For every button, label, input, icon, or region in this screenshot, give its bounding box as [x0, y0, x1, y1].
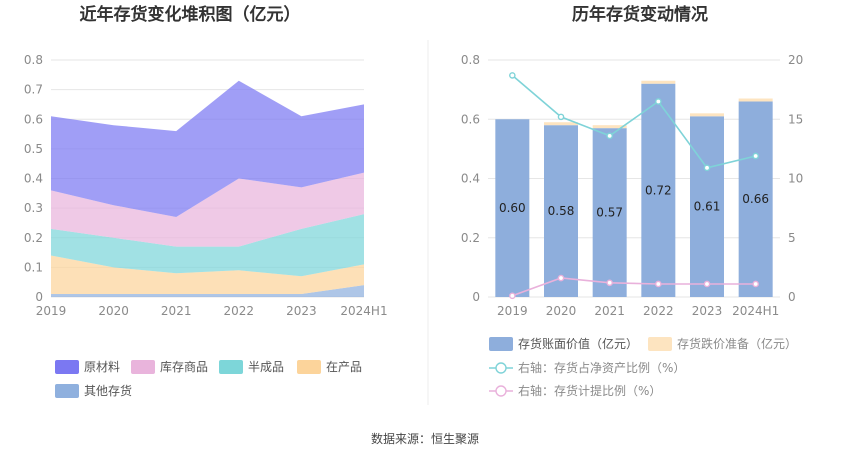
right-chart-title: 历年存货变动情况: [572, 4, 708, 25]
legend-label-库存商品: 库存商品: [160, 359, 208, 374]
left-x-tick-label: 2022: [224, 304, 255, 318]
bar-value-label: 0.66: [742, 192, 769, 206]
bar-book-value: [690, 116, 724, 297]
legend-label-provision: 存货跌价准备（亿元）: [677, 336, 797, 351]
left-x-tick-label: 2020: [98, 304, 129, 318]
area-其他存货: [51, 285, 364, 297]
right-y-tick-label: 0.8: [461, 53, 480, 67]
bar-book-value: [495, 119, 530, 297]
area-半成品: [51, 214, 364, 277]
right-y2-tick-label: 5: [788, 231, 796, 245]
bar-book-value: [592, 128, 627, 297]
legend-swatch-在产品: [297, 360, 321, 374]
provision-rate-point: [703, 280, 711, 288]
legend-label-半成品: 半成品: [248, 360, 284, 374]
ratio-point: [752, 152, 759, 160]
ratio-point: [509, 72, 516, 79]
left-area-chart: 0 0.1 0.2 0.3 0.4 0.5 0.6 0.7 0.8 2019 2020 2021 202…: [24, 53, 388, 398]
left-y-tick-label: 0.3: [24, 201, 43, 215]
ratio-point: [703, 164, 711, 172]
bar-value-label: 0.61: [694, 200, 721, 214]
data-source-note: 数据来源：恒生聚源: [371, 431, 479, 446]
legend-marker-ratio: [495, 362, 507, 374]
right-x-tick-label: 2024H1: [732, 304, 779, 318]
right-y-tick-label: 0.2: [461, 231, 480, 245]
legend-label-在产品: 在产品: [326, 360, 362, 374]
bar-provision: [690, 113, 724, 117]
area-在产品: [51, 255, 364, 294]
bar-provision: [592, 125, 627, 129]
left-y-tick-label: 0: [35, 290, 43, 304]
right-x-tick-label: 2022: [643, 304, 674, 318]
area-库存商品: [51, 172, 364, 247]
legend-marker-provision-rate: [495, 385, 507, 397]
bar-book-value: [641, 83, 676, 297]
right-y2-tick-label: 20: [788, 53, 803, 67]
legend-label-其他存货: 其他存货: [84, 383, 132, 398]
legend-swatch-book: [489, 337, 513, 351]
legend-label-原材料: 原材料: [84, 360, 120, 374]
left-x-tick-label: 2021: [161, 304, 192, 318]
provision-rate-point: [655, 280, 662, 288]
left-chart-title: 近年存货变化堆积图（亿元）: [80, 4, 301, 25]
right-x-tick-label: 2021: [594, 304, 625, 318]
legend-label-provision-rate: 右轴：存货计提比例（%）: [518, 383, 661, 398]
bar-value-label: 0.72: [645, 183, 672, 197]
legend-swatch-库存商品: [131, 360, 155, 374]
bar-provision: [544, 122, 578, 126]
bar-book-value: [738, 101, 773, 297]
right-x-tick-label: 2020: [546, 304, 577, 318]
left-y-tick-label: 0.8: [24, 53, 43, 67]
right-x-tick-label: 2019: [497, 304, 528, 318]
legend-swatch-原材料: [55, 360, 79, 374]
right-y2-tick-label: 10: [788, 172, 803, 186]
left-x-tick-label: 2019: [36, 304, 67, 318]
ratio-point: [557, 113, 565, 121]
left-x-tick-label: 2024H1: [340, 304, 387, 318]
area-原材料: [51, 80, 364, 217]
provision-rate-point: [509, 292, 516, 300]
provision-rate-line: [512, 277, 756, 297]
legend-label-ratio: 右轴：存货占净资产比例（%）: [518, 360, 685, 375]
ratio-point: [655, 98, 662, 105]
bar-book-value: [544, 125, 578, 297]
left-y-tick-label: 0.6: [24, 112, 43, 126]
left-y-tick-label: 0.4: [24, 172, 43, 186]
legend-swatch-其他存货: [55, 384, 79, 398]
bar-value-label: 0.57: [596, 206, 623, 220]
left-y-tick-label: 0.1: [24, 260, 43, 274]
right-y-tick-label: 0: [472, 290, 480, 304]
bar-provision: [738, 98, 773, 102]
right-y2-tick-label: 15: [788, 112, 803, 126]
provision-rate-point: [606, 279, 613, 287]
legend-swatch-半成品: [219, 360, 243, 374]
provision-rate-point: [752, 280, 759, 288]
bar-provision: [641, 80, 676, 84]
right-y2-tick-label: 0: [788, 290, 796, 304]
left-y-tick-label: 0.2: [24, 231, 43, 245]
bar-value-label: 0.60: [499, 201, 526, 215]
ratio-line: [511, 74, 756, 169]
legend-label-book: 存货账面价值（亿元）: [518, 336, 638, 351]
right-y-tick-label: 0.6: [461, 112, 480, 126]
bar-value-label: 0.58: [548, 204, 575, 218]
left-y-tick-label: 0.5: [24, 142, 43, 156]
left-x-tick-label: 2023: [286, 304, 317, 318]
right-bar-line-chart: 0 0.2 0.4 0.6 0.8 0 5 10 15 20 2019 2020 2021 2022 202…: [461, 53, 803, 398]
left-y-tick-label: 0.7: [24, 83, 43, 97]
ratio-point: [606, 132, 613, 140]
legend-swatch-provision: [648, 337, 672, 351]
provision-rate-point: [557, 274, 565, 282]
right-y-tick-label: 0.4: [461, 172, 480, 186]
right-x-tick-label: 2023: [692, 304, 723, 318]
